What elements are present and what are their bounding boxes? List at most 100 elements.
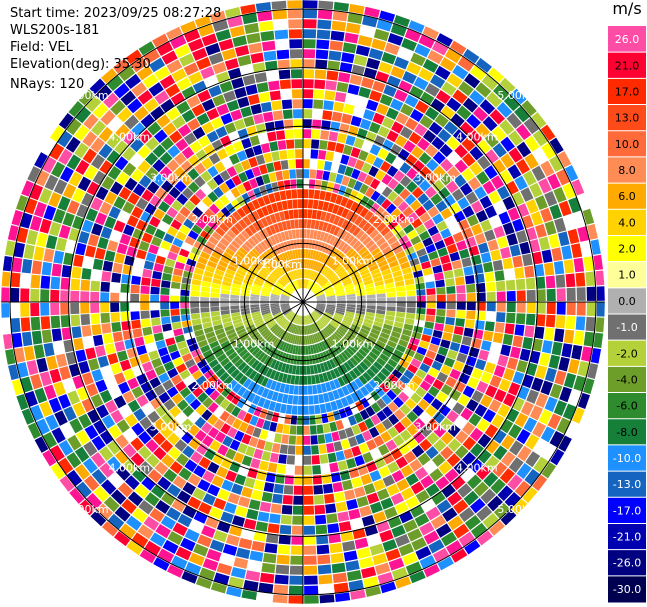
range-gate [288, 323, 294, 332]
range-gate [287, 333, 293, 343]
range-gate [275, 423, 284, 434]
range-gate [395, 364, 406, 374]
range-gate [49, 221, 62, 237]
range-gate [69, 487, 85, 504]
range-gate [114, 506, 131, 522]
range-gate [363, 576, 379, 589]
range-gate [380, 431, 392, 443]
range-gate [134, 483, 150, 499]
range-gate [535, 365, 548, 380]
range-gate [353, 486, 366, 498]
range-gate [209, 340, 220, 349]
range-gate [538, 352, 551, 367]
range-gate [365, 405, 376, 417]
range-gate [327, 523, 340, 534]
range-gate [261, 491, 273, 503]
range-gate [140, 211, 152, 224]
range-gate [568, 389, 582, 406]
range-gate [297, 415, 303, 425]
range-gate [11, 379, 24, 396]
range-gate [158, 391, 171, 404]
range-gate [339, 324, 349, 331]
range-gate [282, 394, 289, 404]
range-gate [207, 461, 220, 474]
range-gate [292, 395, 299, 405]
range-gate [166, 206, 179, 219]
range-gate [211, 231, 222, 241]
range-gate [184, 393, 196, 405]
range-gate [330, 400, 338, 411]
range-gate [141, 318, 151, 328]
range-gate [210, 297, 220, 302]
range-gate [354, 455, 365, 467]
range-gate [150, 484, 166, 499]
range-gate [170, 308, 180, 316]
range-gate [197, 256, 208, 265]
range-gate [236, 328, 246, 336]
range-gate [349, 403, 359, 414]
range-gate [187, 424, 200, 437]
range-gate [325, 338, 332, 348]
range-gate [477, 449, 492, 464]
range-gate [323, 312, 333, 319]
range-gate [84, 424, 99, 440]
range-gate [107, 240, 119, 252]
range-gate [276, 340, 284, 350]
range-gate [320, 318, 328, 326]
range-gate [234, 358, 244, 368]
range-gate [220, 423, 231, 435]
range-gate [31, 330, 43, 345]
range-gate [473, 481, 489, 497]
range-gate [492, 461, 508, 478]
range-gate [236, 250, 246, 259]
range-gate [305, 345, 309, 355]
range-gate [298, 335, 302, 345]
range-gate [446, 349, 458, 360]
range-gate [95, 186, 109, 201]
range-gate [62, 183, 77, 199]
range-gate [415, 369, 427, 380]
range-gate [437, 346, 449, 357]
range-gate [413, 352, 425, 362]
range-gate [241, 486, 253, 498]
range-gate [174, 334, 186, 344]
range-gate [50, 315, 61, 329]
range-gate [345, 560, 360, 572]
range-gate [53, 179, 68, 195]
range-gate [346, 383, 355, 394]
range-gate [254, 349, 263, 359]
range-gate [270, 293, 280, 298]
range-gate [290, 555, 303, 565]
range-gate [358, 375, 368, 385]
range-gate [514, 412, 529, 428]
range-gate [289, 344, 294, 354]
range-gate [430, 336, 441, 346]
range-gate [241, 389, 251, 400]
range-gate [395, 456, 409, 469]
range-gate [51, 427, 66, 444]
range-gate [507, 474, 523, 491]
range-gate [110, 312, 121, 323]
range-gate [211, 250, 222, 260]
range-gate [308, 395, 314, 405]
range-gate [327, 412, 335, 423]
range-gate [55, 353, 68, 368]
range-gate [91, 468, 107, 485]
range-gate [476, 530, 493, 546]
range-gate [303, 365, 307, 375]
range-gate [420, 498, 436, 512]
range-gate [363, 483, 376, 495]
range-gate [235, 325, 245, 332]
range-gate [108, 206, 121, 220]
range-gate [35, 418, 50, 435]
range-gate [289, 425, 297, 435]
range-gate [50, 463, 66, 480]
range-gate [136, 249, 147, 260]
range-gate [113, 220, 126, 233]
range-gate [34, 387, 48, 404]
range-gate [292, 515, 303, 525]
range-gate [100, 292, 110, 302]
range-gate [316, 302, 326, 305]
range-gate [270, 303, 280, 306]
range-gate [181, 320, 192, 328]
